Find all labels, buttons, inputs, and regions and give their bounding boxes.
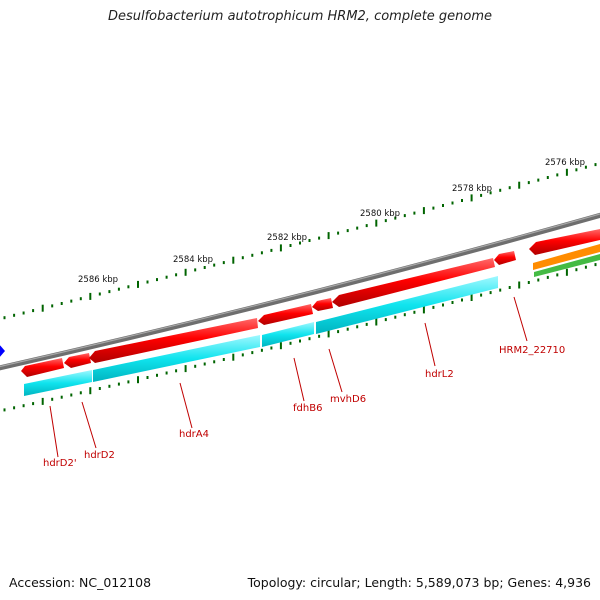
- leader-line-hdrA4: [179, 382, 193, 429]
- gene-label-HRM2_22710[interactable]: HRM2_22710: [499, 345, 565, 356]
- kbp-label-2578: 2578 kbp: [452, 184, 492, 194]
- leader-line-mvhD6: [328, 348, 343, 393]
- gene-arrow-right-edge[interactable]: [529, 229, 600, 255]
- scale-ticks-outer: [3, 163, 597, 320]
- gene-label-hdrD2[interactable]: hdrD2: [84, 450, 115, 461]
- gene-arrow-mvhD6[interactable]: [312, 298, 333, 311]
- gene-label-hdrD2p[interactable]: hdrD2': [43, 458, 77, 469]
- leader-line-hdrD2: [81, 401, 97, 449]
- scale-ticks-inner: [3, 263, 597, 412]
- gene-arrow-hdrL2[interactable]: [332, 258, 495, 307]
- genome-backbone-highlight: [0, 213, 600, 368]
- position-marker-icon: [0, 345, 5, 357]
- leader-line-hdrL2: [424, 322, 436, 367]
- genome-backbone: [0, 212, 600, 371]
- kbp-label-2580: 2580 kbp: [360, 209, 400, 219]
- genome-stats-text: Topology: circular; Length: 5,589,073 bp…: [247, 575, 591, 590]
- leader-line-HRM2_22710: [513, 296, 528, 342]
- kbp-label-2584: 2584 kbp: [173, 255, 213, 265]
- leader-line-fdhB6: [293, 357, 305, 402]
- kbp-label-2582: 2582 kbp: [267, 233, 307, 243]
- gene-label-hdrA4[interactable]: hdrA4: [179, 429, 209, 440]
- kbp-label-2576: 2576 kbp: [545, 158, 585, 168]
- gene-arrow-hdrD2p[interactable]: [21, 358, 64, 377]
- orange-track: [533, 244, 600, 270]
- cds-block-1: [24, 370, 92, 396]
- gene-label-hdrL2[interactable]: hdrL2: [425, 369, 454, 380]
- leader-line-hdrD2p: [49, 405, 59, 458]
- cds-block-2: [93, 335, 260, 382]
- accession-text: Accession: NC_012108: [9, 575, 152, 590]
- green-track: [534, 254, 600, 277]
- gene-label-fdhB6[interactable]: fdhB6: [293, 403, 322, 414]
- cds-block-4: [316, 276, 498, 334]
- cds-block-3: [262, 322, 314, 347]
- gene-arrow-HRM2_22710[interactable]: [494, 251, 516, 265]
- kbp-label-2586: 2586 kbp: [78, 275, 118, 285]
- gene-arrow-hdrD2[interactable]: [64, 353, 91, 368]
- map-title: Desulfobacterium autotrophicum HRM2, com…: [107, 9, 493, 24]
- gene-arrow-fdhB6[interactable]: [258, 304, 313, 325]
- gene-arrow-hdrA4[interactable]: [89, 318, 258, 363]
- gene-label-mvhD6[interactable]: mvhD6: [330, 394, 366, 405]
